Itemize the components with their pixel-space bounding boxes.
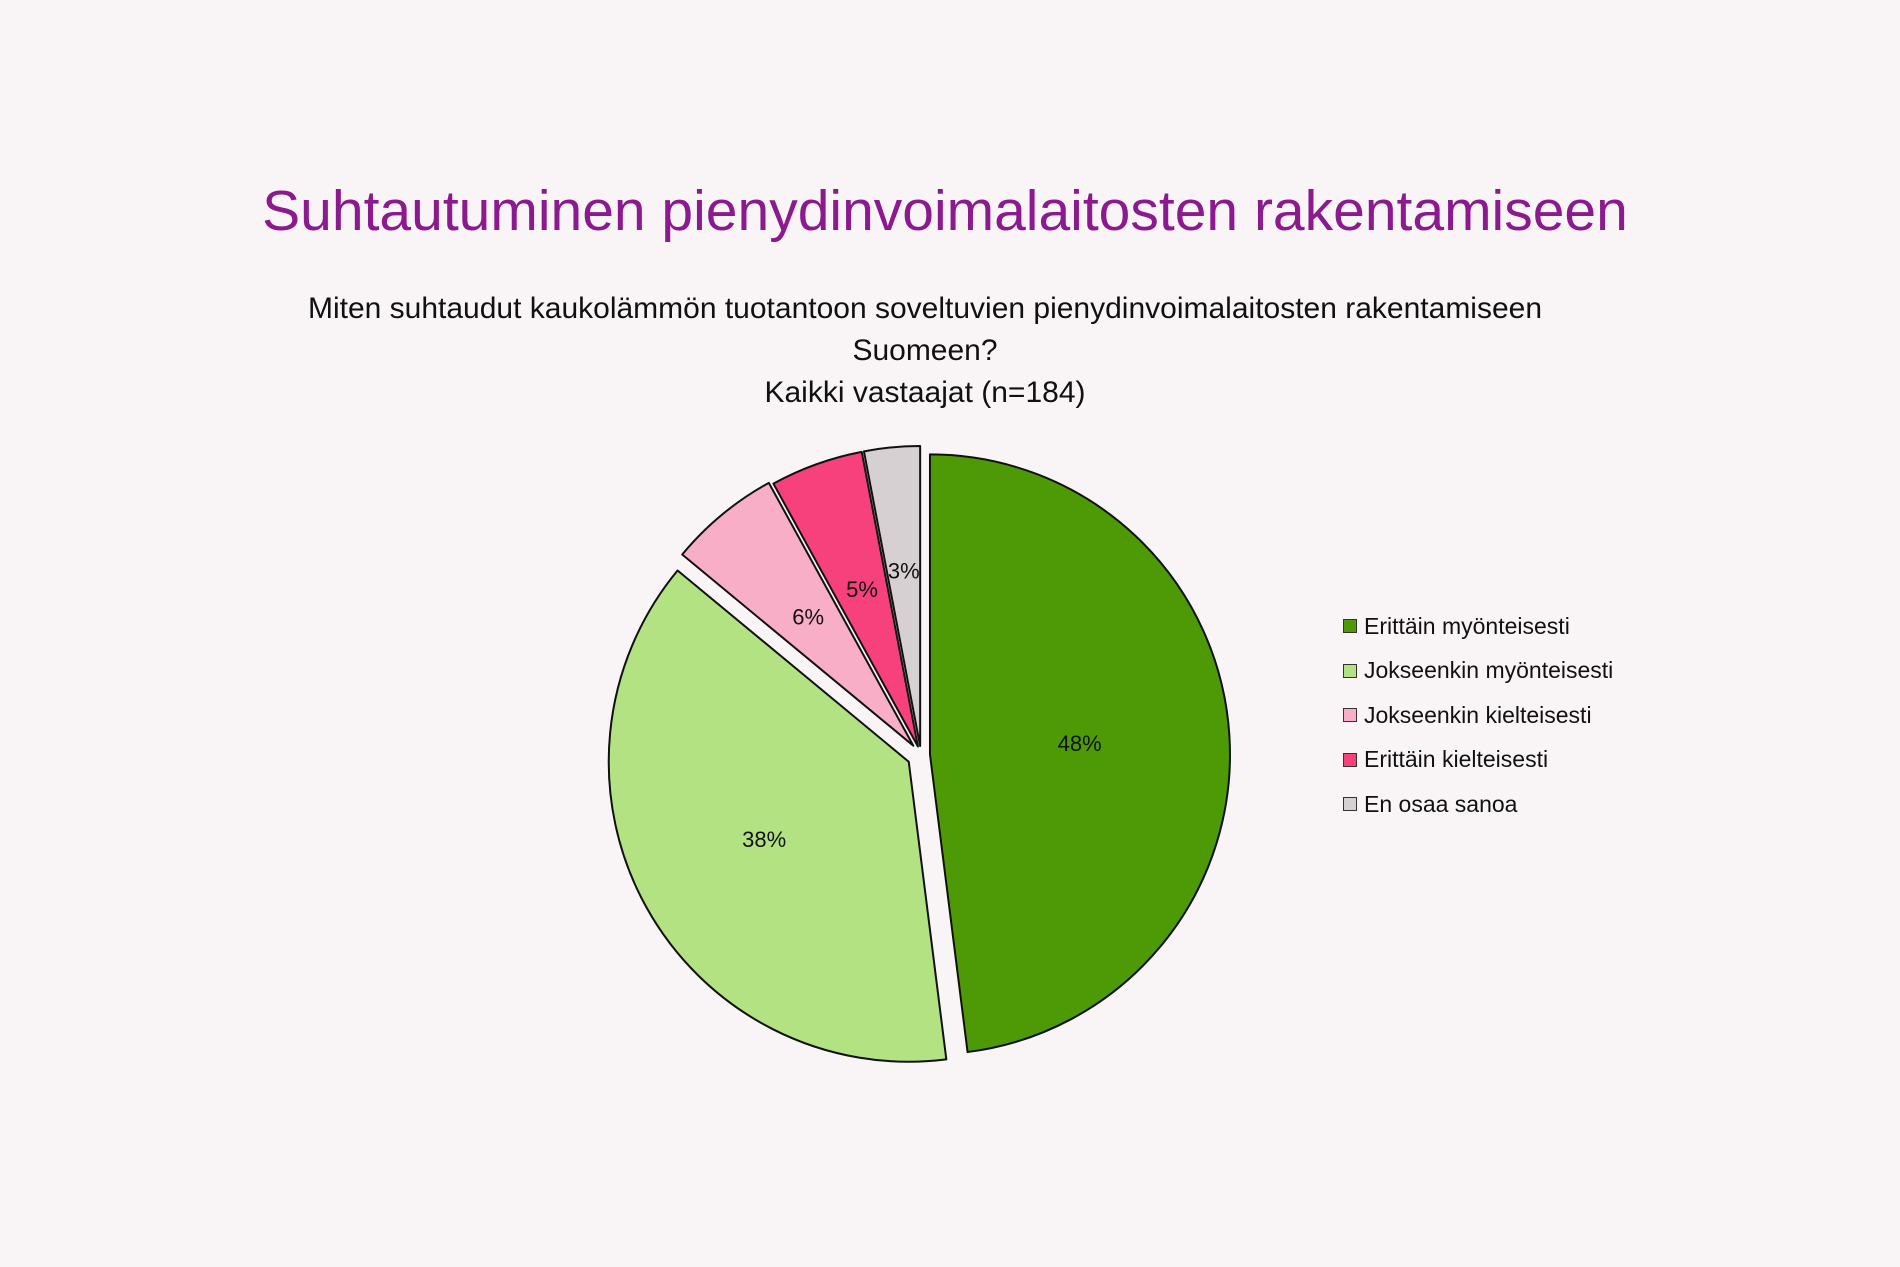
legend-label: Jokseenkin kielteisesti xyxy=(1364,701,1592,728)
legend-swatch xyxy=(1343,663,1357,678)
data-label-2: 38% xyxy=(742,827,786,852)
legend-item-5: En osaa sanoa xyxy=(1343,782,1613,827)
chart-title: Suhtautuminen pienydinvoimalaitosten rak… xyxy=(262,179,1628,243)
data-label-1: 48% xyxy=(1058,731,1102,756)
legend-item-2: Jokseenkin myönteisesti xyxy=(1343,649,1613,694)
subtitle-line-1: Miten suhtaudut kaukolämmön tuotantoon s… xyxy=(307,292,1543,325)
pie-slice-3 xyxy=(681,481,915,747)
legend-item-1: Erittäin myönteisesti xyxy=(1343,604,1613,649)
pie-slice-4 xyxy=(772,450,919,748)
legend-swatch xyxy=(1343,752,1357,767)
legend-swatch xyxy=(1343,708,1357,723)
subtitle-line-2: Suomeen? xyxy=(852,334,998,367)
data-label-3: 6% xyxy=(792,604,824,629)
subtitle-line-3: Kaikki vastaajat (n=184) xyxy=(764,376,1086,409)
legend-label: Erittäin kielteisesti xyxy=(1364,746,1549,773)
pie-slice-2 xyxy=(607,569,948,1063)
chart-subtitle: Miten suhtaudut kaukolämmön tuotantoon s… xyxy=(240,288,1610,414)
legend-item-4: Erittäin kielteisesti xyxy=(1343,738,1613,783)
pie-slice-5 xyxy=(862,445,922,748)
legend-item-3: Jokseenkin kielteisesti xyxy=(1343,693,1613,738)
legend-label: Erittäin myönteisesti xyxy=(1364,612,1570,639)
legend-label: Jokseenkin myönteisesti xyxy=(1364,657,1614,684)
pie-slice-1 xyxy=(928,453,1231,1054)
data-label-4: 5% xyxy=(846,577,878,602)
legend: Erittäin myönteisesti Jokseenkin myönteis… xyxy=(1343,604,1613,827)
legend-swatch xyxy=(1343,797,1357,812)
legend-swatch xyxy=(1343,619,1357,634)
legend-label: En osaa sanoa xyxy=(1364,790,1518,817)
data-label-5: 3% xyxy=(888,559,920,584)
